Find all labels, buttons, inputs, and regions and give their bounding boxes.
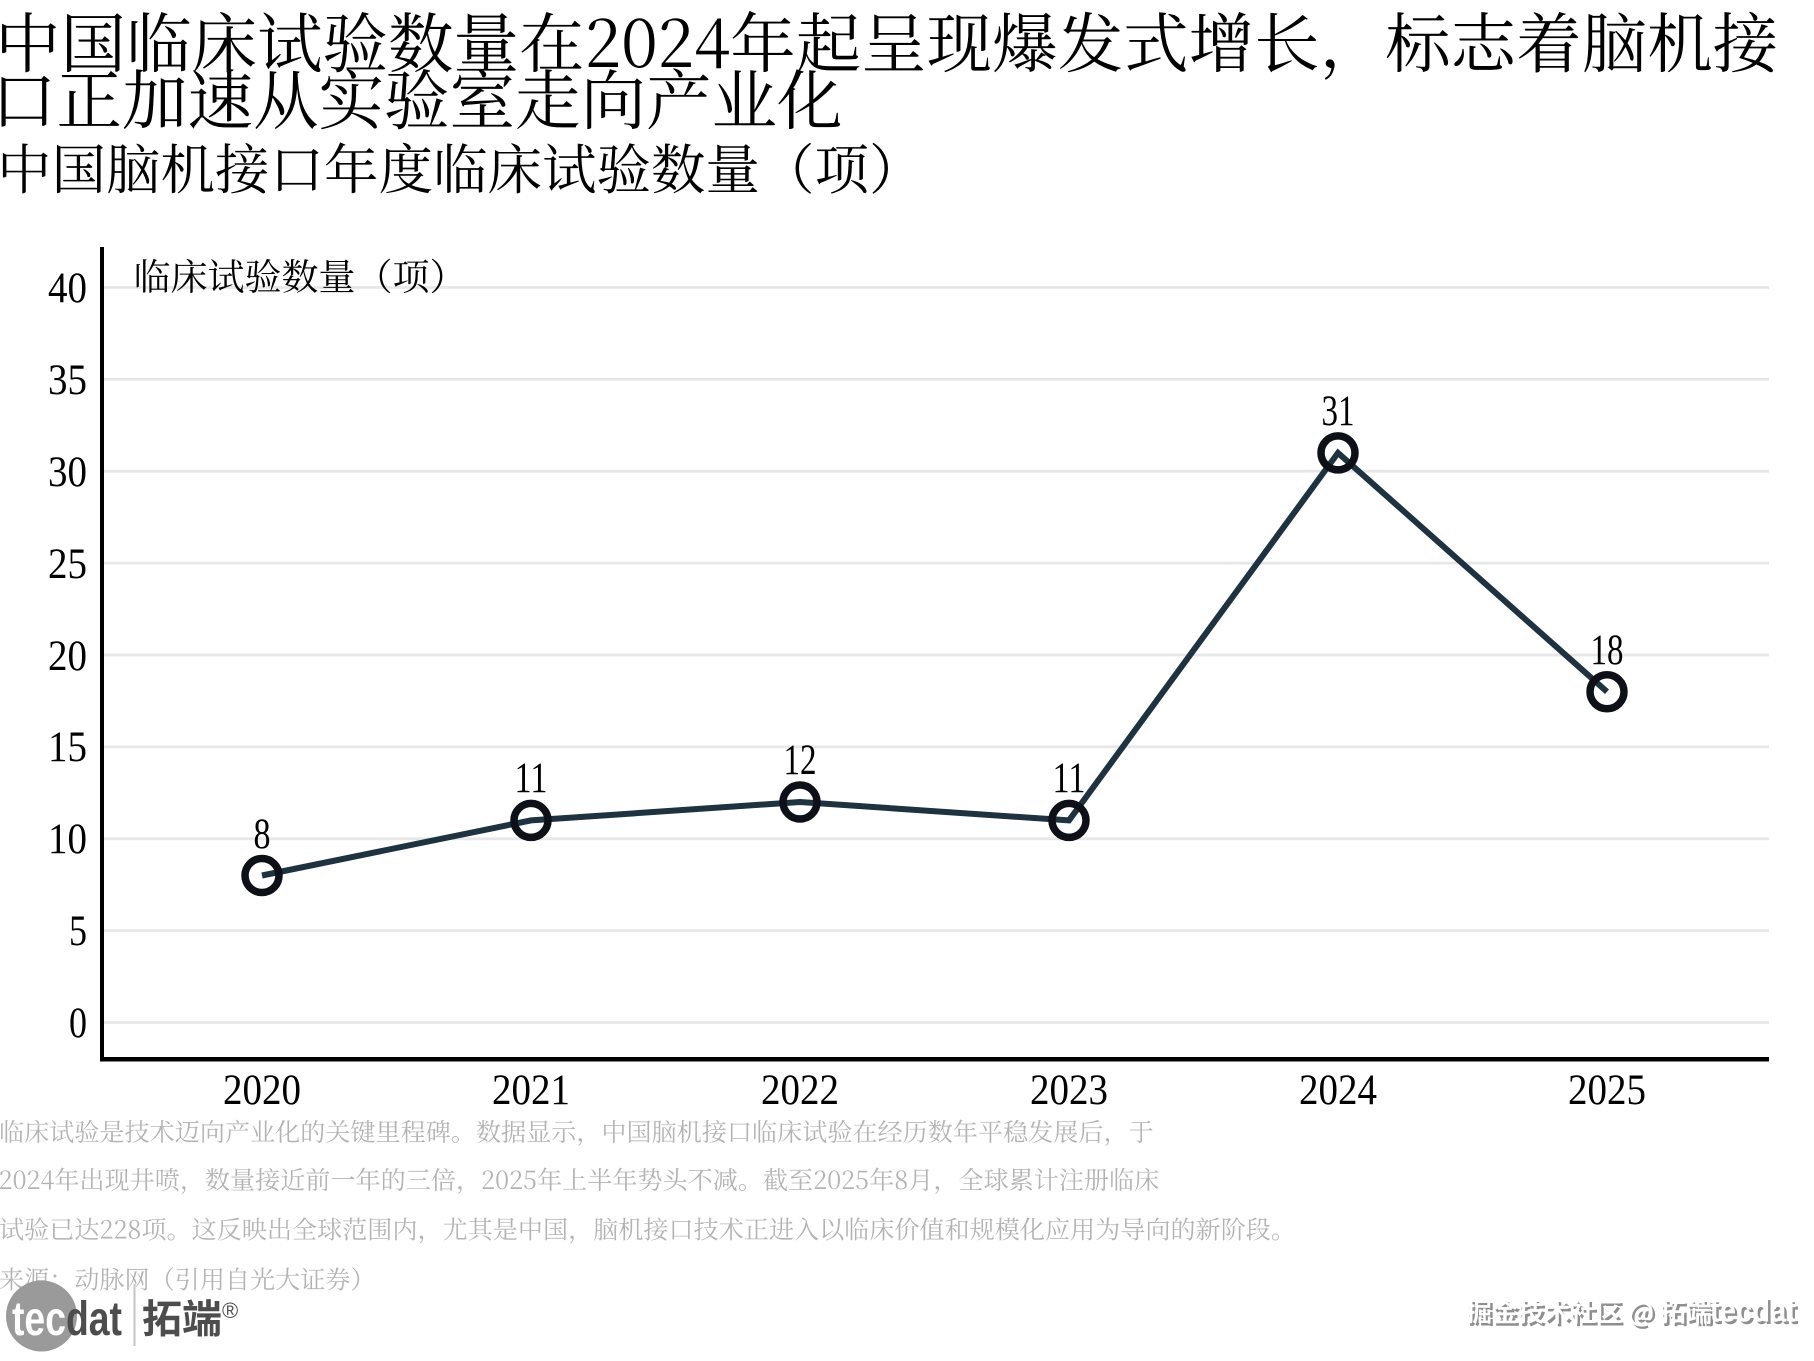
svg-text:11: 11 xyxy=(1053,755,1086,802)
svg-text:tecdat: tecdat xyxy=(1713,1294,1799,1331)
svg-text:20: 20 xyxy=(48,633,87,680)
svg-text:2022: 2022 xyxy=(761,1067,839,1114)
svg-text:11: 11 xyxy=(515,755,548,802)
svg-text:8: 8 xyxy=(254,811,271,858)
svg-text:2021: 2021 xyxy=(492,1067,570,1114)
svg-text:tecdat: tecdat xyxy=(1710,1292,1796,1329)
svg-text:18: 18 xyxy=(1591,627,1624,674)
svg-text:15: 15 xyxy=(48,724,87,771)
svg-text:5: 5 xyxy=(69,908,87,955)
svg-text:®: ® xyxy=(222,1298,238,1323)
svg-text:2023: 2023 xyxy=(1030,1067,1108,1114)
svg-text:35: 35 xyxy=(48,357,87,404)
svg-text:2024: 2024 xyxy=(1299,1067,1377,1114)
svg-text:2020: 2020 xyxy=(223,1067,301,1114)
svg-text:12: 12 xyxy=(784,737,817,784)
svg-text:10: 10 xyxy=(48,816,87,863)
svg-text:0: 0 xyxy=(69,1000,87,1047)
svg-text:tecdat: tecdat xyxy=(12,1293,122,1346)
svg-text:30: 30 xyxy=(48,449,87,496)
svg-text:25: 25 xyxy=(48,541,87,588)
svg-text:40: 40 xyxy=(48,265,87,312)
svg-text:2025: 2025 xyxy=(1568,1067,1646,1114)
svg-text:31: 31 xyxy=(1322,388,1355,435)
